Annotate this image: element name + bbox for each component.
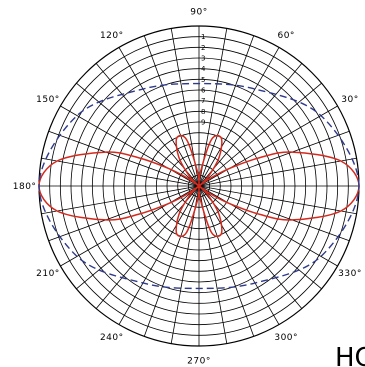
grid-spoke xyxy=(198,105,338,187)
angle-label: 150° xyxy=(36,95,60,105)
grid-spoke xyxy=(143,35,200,187)
grid-spoke xyxy=(76,82,200,187)
radial-tick-label: 4 xyxy=(201,65,206,73)
grid-spoke xyxy=(48,130,200,187)
grid-spoke xyxy=(143,185,200,337)
grid-spoke xyxy=(198,185,280,325)
corner-text: HC xyxy=(335,343,365,367)
angle-label: 240° xyxy=(100,333,124,343)
grid-spoke xyxy=(198,185,255,337)
grid-spoke xyxy=(198,185,338,267)
angle-label: 120° xyxy=(100,31,124,41)
radial-tick-label: 9 xyxy=(201,119,205,127)
angle-label: 90° xyxy=(190,8,207,18)
grid-spokes xyxy=(39,26,359,346)
grid-spoke xyxy=(118,47,200,187)
grid-spoke xyxy=(198,185,350,242)
radial-tick-label: 6 xyxy=(201,87,206,95)
grid-spoke xyxy=(198,185,357,215)
radial-tick-label: 1 xyxy=(201,33,205,41)
grid-spoke xyxy=(198,130,350,187)
grid-spoke xyxy=(41,157,200,187)
angle-label: 300° xyxy=(274,333,298,343)
grid-spoke xyxy=(198,185,322,290)
grid-spoke xyxy=(198,82,322,187)
grid-spoke xyxy=(60,185,200,267)
angle-label: 180° xyxy=(13,182,37,192)
angle-labels: 30° 60° 90° 120° 150° 180° 210° 240° 270° 300° 330… xyxy=(13,8,362,367)
grid-spoke xyxy=(48,185,200,242)
grid-spoke xyxy=(198,47,280,187)
radial-tick-label: 3 xyxy=(201,55,205,63)
angle-label: 270° xyxy=(187,356,211,366)
angle-label: 210° xyxy=(36,269,60,279)
radial-tick-label: 5 xyxy=(201,76,205,84)
radial-tick-label: 2 xyxy=(201,44,205,52)
grid-spoke xyxy=(41,185,200,215)
radial-tick-labels: 1 2 3 4 5 6 7 8 9 xyxy=(201,33,206,126)
grid-spoke xyxy=(198,35,255,187)
radial-tick-label: 8 xyxy=(201,108,205,116)
angle-label: 30° xyxy=(341,95,358,105)
radial-tick-label: 7 xyxy=(201,97,205,105)
grid-spoke xyxy=(76,185,200,290)
grid-spoke xyxy=(60,105,200,187)
angle-label: 60° xyxy=(277,31,294,41)
grid-spoke xyxy=(198,157,357,187)
grid-spoke xyxy=(118,185,200,325)
series-layer xyxy=(38,82,360,290)
angle-label: 330° xyxy=(338,269,362,279)
series-dashed-blue xyxy=(38,82,360,290)
